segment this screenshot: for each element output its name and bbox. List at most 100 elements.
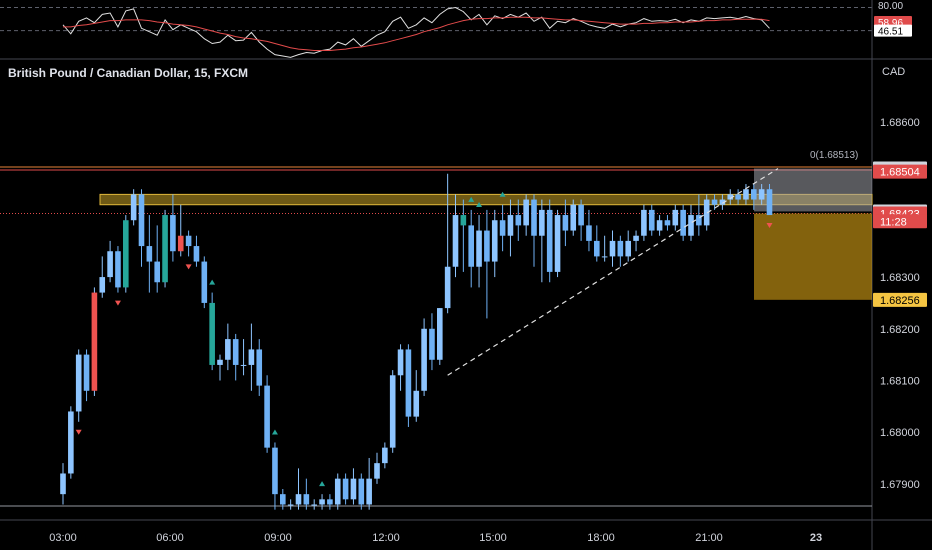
candle [217, 354, 223, 381]
candle-body [648, 209, 655, 231]
candle [531, 194, 537, 267]
time-tick-label: 23 [810, 532, 822, 544]
candle-body [703, 199, 710, 226]
candle-body [743, 189, 749, 200]
candle-body [641, 209, 647, 236]
price-badge-label: 1.68256 [880, 295, 920, 307]
signal-up-arrow [271, 429, 278, 435]
candle-body [91, 292, 98, 391]
candle [280, 488, 286, 510]
candle [256, 339, 263, 396]
candle-body [515, 215, 522, 226]
candle-body [264, 385, 270, 448]
candle [594, 225, 600, 262]
candle [617, 235, 624, 267]
candle [586, 209, 592, 252]
candle [633, 230, 639, 252]
trend-line [447, 168, 779, 376]
rsi-level-label-0: 80.00 [878, 1, 903, 12]
candle [91, 287, 98, 396]
candle-body [491, 220, 498, 262]
candle [421, 318, 427, 396]
candle-body [531, 199, 537, 236]
candle [484, 209, 490, 319]
candle [295, 468, 302, 510]
candle-body [523, 199, 529, 226]
candle [703, 194, 710, 231]
candle [688, 204, 694, 241]
candle [444, 173, 451, 314]
candle-body [295, 494, 302, 505]
candle [546, 199, 553, 283]
candle-body [758, 189, 765, 200]
signal-down-arrow [75, 429, 82, 435]
candle [601, 235, 608, 262]
candle-body [334, 478, 341, 505]
candles[interactable] [60, 173, 773, 510]
candle [107, 240, 113, 283]
candle [287, 499, 294, 510]
price-badge [873, 164, 927, 179]
rsi-ma-line [63, 16, 770, 51]
candle [240, 339, 247, 376]
candle [334, 473, 341, 510]
signal-up-arrow [476, 202, 483, 208]
candle [468, 209, 474, 288]
candle-body [719, 199, 726, 205]
candle-body [232, 339, 239, 365]
price-tick-label: 1.68300 [880, 272, 920, 284]
candle [358, 473, 365, 510]
candle-body [601, 256, 608, 258]
candle-body [115, 251, 121, 288]
candle [350, 468, 357, 505]
candle [232, 333, 239, 381]
axes: 1.686001.685001.683001.682001.681001.680… [49, 117, 927, 544]
candle [437, 308, 443, 365]
candle-body [75, 354, 82, 412]
candle [405, 344, 412, 427]
price-badge [873, 292, 927, 307]
candle [758, 184, 765, 205]
signals [75, 191, 773, 487]
candle [60, 463, 66, 505]
candle-body [193, 246, 200, 262]
candle [99, 256, 106, 298]
candle-body [319, 499, 325, 505]
candle [201, 256, 208, 309]
candle [664, 215, 671, 231]
candle-body [405, 349, 412, 417]
candle-body [696, 215, 702, 226]
price-tick-label: 1.68200 [880, 324, 920, 336]
candle-body [727, 194, 734, 200]
time-tick-label: 06:00 [156, 532, 184, 544]
candle-body [209, 302, 215, 365]
candle [452, 194, 459, 278]
signal-down-arrow [114, 300, 121, 306]
candle-body [225, 339, 231, 360]
price-tick-label: 1.67900 [880, 479, 920, 491]
position-stop-box [754, 168, 872, 212]
candle-body [146, 246, 153, 262]
candle [264, 375, 270, 453]
candle-body [711, 199, 718, 205]
candle [499, 204, 506, 252]
signal-up-arrow [499, 191, 506, 197]
candle-body [177, 235, 184, 252]
candle-body [374, 463, 380, 479]
candle [83, 349, 90, 402]
symbol-title[interactable]: British Pound / Canadian Dollar, 15, FXC… [8, 66, 249, 80]
candle [177, 204, 184, 257]
time-tick-label: 09:00 [264, 532, 292, 544]
candle-body [617, 240, 624, 257]
signal-down-arrow [185, 264, 192, 270]
price-badge-label: 1.68504 [880, 167, 920, 179]
candle-body [154, 261, 160, 283]
price-badge-label: 11:28 [880, 216, 907, 228]
position-target-box [754, 213, 872, 300]
candle-body [413, 390, 420, 417]
candle [609, 230, 616, 267]
candle [413, 370, 420, 422]
currency-label[interactable]: CAD [882, 66, 906, 78]
